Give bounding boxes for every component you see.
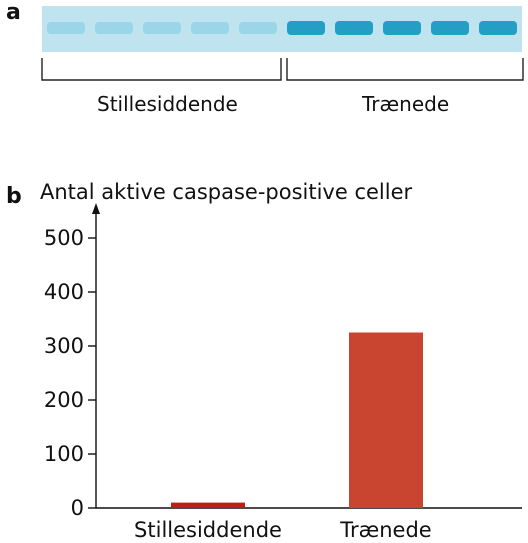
x-tick-label: Trænede	[339, 518, 431, 542]
y-tick-label: 0	[71, 496, 84, 520]
band-stillesiddende	[47, 22, 85, 34]
chart-title: Antal aktive caspase-positive celler	[40, 180, 413, 204]
bar-stillesiddende	[171, 502, 245, 508]
band-traenede	[431, 21, 469, 35]
band-traenede	[335, 21, 373, 35]
band-stillesiddende	[239, 22, 277, 34]
band-stillesiddende	[95, 22, 133, 34]
bracket-stillesiddende	[41, 58, 282, 81]
group-label-stillesiddende: Stillesiddende	[97, 92, 238, 116]
band-traenede	[287, 21, 325, 35]
y-tick-label: 100	[44, 442, 84, 466]
western-blot-strip	[42, 6, 522, 52]
bracket-traenede	[286, 58, 524, 81]
y-axis-arrow	[92, 203, 100, 214]
bar-traenede	[349, 332, 423, 508]
panel-b-letter: b	[6, 184, 22, 209]
group-brackets	[41, 58, 524, 81]
panel-a-letter: a	[6, 0, 21, 25]
y-tick-label: 500	[44, 226, 84, 250]
band-stillesiddende	[143, 22, 181, 34]
band-stillesiddende	[191, 22, 229, 34]
group-label-traenede: Trænede	[362, 92, 450, 116]
y-tick-label: 300	[44, 334, 84, 358]
x-tick-label: Stillesiddende	[134, 518, 282, 542]
band-traenede	[383, 21, 421, 35]
y-tick-label: 200	[44, 388, 84, 412]
y-tick-label: 400	[44, 280, 84, 304]
band-traenede	[479, 21, 517, 35]
